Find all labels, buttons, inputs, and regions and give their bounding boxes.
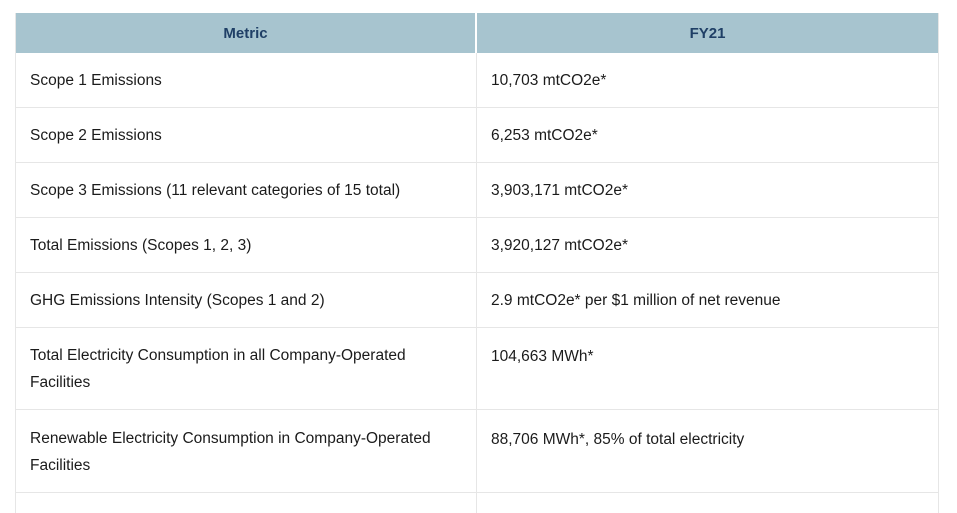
table-row-cutoff [16,493,938,513]
header-fy21: FY21 [689,24,726,42]
metric-cell: Total Emissions (Scopes 1, 2, 3) [16,218,477,272]
metric-cell: GHG Emissions Intensity (Scopes 1 and 2) [16,273,477,327]
table-row: Scope 3 Emissions (11 relevant categorie… [16,163,938,218]
value-cell: 6,253 mtCO2e* [491,126,598,144]
metric-cell: Renewable Electricity Consumption in Com… [16,410,477,492]
table-header-row: Metric FY21 [16,13,938,53]
value-cell: 10,703 mtCO2e* [491,71,607,89]
value-cell: 3,903,171 mtCO2e* [491,181,629,199]
value-cell: 88,706 MWh*, 85% of total electricity [491,431,745,448]
metric-cell: Scope 2 Emissions [16,108,477,162]
emissions-table: Metric FY21 Scope 1 Emissions 10,703 mtC… [15,13,939,513]
metric-cell: Scope 3 Emissions (11 relevant categorie… [16,163,477,217]
table-row: GHG Emissions Intensity (Scopes 1 and 2)… [16,273,938,328]
metric-cell-empty [16,493,477,513]
header-metric: Metric [16,13,477,53]
value-cell: 104,663 MWh* [491,348,594,365]
table-row: Total Emissions (Scopes 1, 2, 3) 3,920,1… [16,218,938,273]
table-row: Total Electricity Consumption in all Com… [16,328,938,410]
value-cell: 3,920,127 mtCO2e* [491,236,629,254]
table-row: Scope 1 Emissions 10,703 mtCO2e* [16,53,938,108]
table-row: Scope 2 Emissions 6,253 mtCO2e* [16,108,938,163]
table-row: Renewable Electricity Consumption in Com… [16,410,938,493]
metric-cell: Scope 1 Emissions [16,53,477,107]
value-cell: 2.9 mtCO2e* per $1 million of net revenu… [491,291,781,309]
value-cell-empty [477,493,938,513]
metric-cell: Total Electricity Consumption in all Com… [16,328,477,409]
